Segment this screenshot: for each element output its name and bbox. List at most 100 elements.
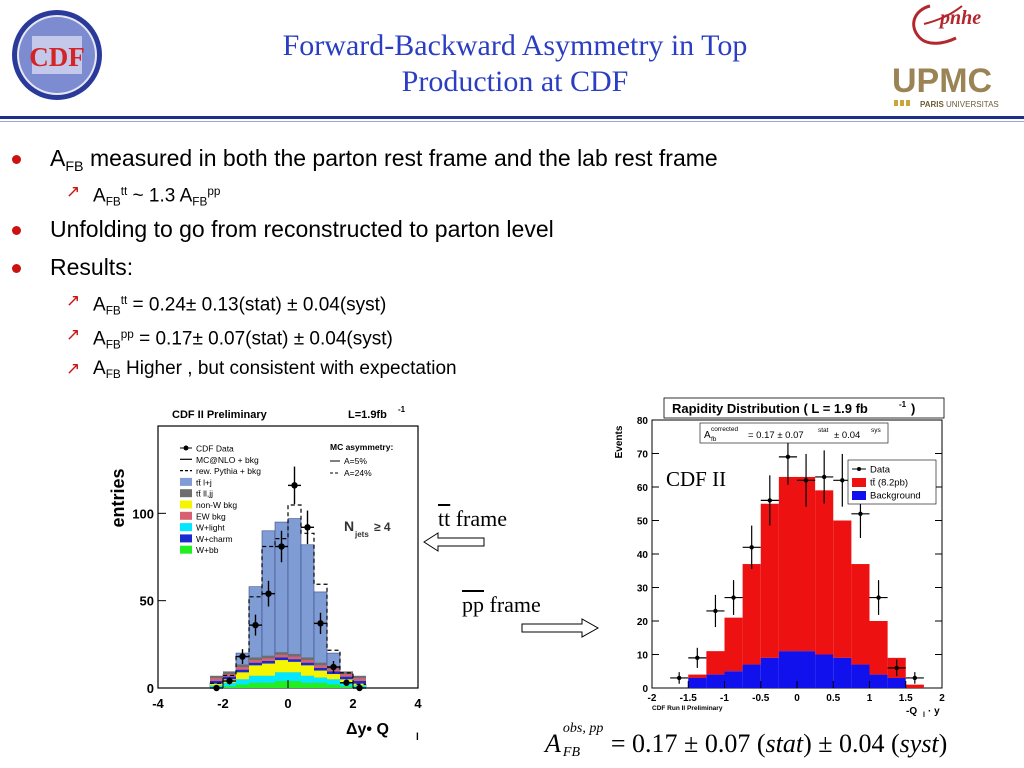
corrected-sup: corrected bbox=[711, 426, 738, 433]
background-stack-bar bbox=[223, 686, 236, 688]
wcharm-bar bbox=[353, 681, 366, 684]
tt-lljj-bar bbox=[236, 664, 249, 668]
chart-title-sup: -1 bbox=[899, 400, 907, 409]
y-tick-label: 40 bbox=[637, 550, 649, 561]
run-ii-preliminary-label: CDF Run II Preliminary bbox=[652, 705, 723, 712]
background-stack-bar bbox=[275, 681, 288, 688]
background-stack-bar bbox=[314, 682, 327, 688]
mc-asymmetry-entry: A=5% bbox=[344, 456, 367, 466]
upmc-universitas-text: UNIVERSITAS bbox=[946, 100, 999, 109]
pnhe-logo-text: pnhe bbox=[938, 7, 981, 29]
wcharm-bar bbox=[249, 662, 262, 666]
background-bar bbox=[833, 657, 852, 688]
legend-swatch bbox=[180, 545, 192, 554]
legend-label: Background bbox=[870, 491, 921, 502]
data-point bbox=[317, 620, 324, 627]
background-stack-bar bbox=[236, 684, 249, 688]
x-tick-label: 4 bbox=[414, 696, 422, 711]
background-stack-bar bbox=[275, 672, 288, 682]
background-stack-bar bbox=[327, 684, 340, 688]
y-tick-label: 70 bbox=[637, 450, 649, 461]
legend-label: tt̄ ll,jj bbox=[196, 489, 213, 499]
data-point bbox=[213, 684, 220, 692]
corrected-sub: fb bbox=[711, 436, 717, 443]
bullet-dot bbox=[12, 155, 21, 164]
bullet-text: AFBtt ~ 1.3 AFBpp bbox=[93, 185, 221, 209]
data-point bbox=[343, 679, 350, 686]
data-point bbox=[876, 595, 881, 600]
ttbar-bar bbox=[742, 564, 761, 665]
tt-lljj-bar bbox=[210, 675, 223, 679]
legend-label: Data bbox=[870, 465, 891, 476]
x-axis-label-end: · y bbox=[928, 706, 940, 717]
title-box bbox=[663, 397, 945, 419]
tt-lljj-bar bbox=[249, 657, 262, 661]
ttbar-bar bbox=[869, 621, 888, 675]
background-bar bbox=[815, 654, 834, 688]
wcharm-bar bbox=[262, 660, 275, 664]
tt-frame-label: tt frame bbox=[438, 506, 508, 531]
legend-swatch bbox=[852, 491, 866, 500]
pnhe-logo: pnhe bbox=[912, 4, 981, 45]
legend-marker bbox=[183, 445, 189, 451]
legend-label: W+light bbox=[196, 523, 225, 533]
tt-lljj-bar bbox=[288, 653, 301, 657]
left-arrow-icon bbox=[423, 532, 485, 552]
y-tick-label: 100 bbox=[132, 506, 154, 521]
x-tick-label: 1 bbox=[867, 693, 873, 704]
x-tick-label: -2 bbox=[217, 696, 229, 711]
bullet-text: AFB Higher , but consistent with expecta… bbox=[93, 358, 457, 382]
arrow-icon: ↗ bbox=[66, 325, 81, 344]
bullet-text: Results: bbox=[50, 254, 134, 280]
background-bar bbox=[724, 671, 743, 688]
bullet-text: AFB measured in both the parton rest fra… bbox=[50, 145, 718, 175]
ew-bkg-bar bbox=[288, 656, 301, 660]
ew-bkg-bar bbox=[275, 654, 288, 658]
x-tick-label: 0.5 bbox=[826, 693, 840, 704]
background-stack-bar bbox=[249, 665, 262, 676]
wcharm-bar bbox=[301, 662, 314, 666]
cdf-ii-label: CDF II bbox=[666, 467, 726, 491]
wcharm-bar bbox=[236, 669, 249, 673]
data-point bbox=[713, 608, 718, 614]
njets-label: N bbox=[344, 518, 354, 534]
bullet-text: AFBtt = 0.24± 0.13(stat) ± 0.04(syst) bbox=[93, 294, 387, 318]
data-point bbox=[749, 545, 754, 550]
x-tick-label: 1.5 bbox=[899, 693, 913, 704]
ttbar-bar bbox=[760, 503, 779, 658]
legend-label: rew. Pythia + bkg bbox=[196, 466, 261, 476]
background-bar bbox=[851, 664, 870, 688]
background-bar bbox=[869, 674, 888, 688]
background-stack-bar bbox=[249, 682, 262, 688]
ew-bkg-bar bbox=[314, 665, 327, 668]
ew-bkg-bar bbox=[340, 674, 353, 677]
ew-bkg-bar bbox=[210, 678, 223, 682]
legend-marker bbox=[857, 467, 861, 471]
arrow-icon: ↗ bbox=[66, 182, 81, 201]
data-point bbox=[278, 543, 285, 550]
ew-bkg-bar bbox=[301, 660, 314, 663]
x-axis-label: -Q bbox=[906, 706, 917, 717]
x-tick-label: -1 bbox=[720, 693, 729, 704]
corrected-syst: sys bbox=[871, 427, 882, 434]
ttbar-bar bbox=[706, 651, 725, 675]
slide-header: CDF Forward-Backward Asymmetry in Top Pr… bbox=[0, 0, 1024, 122]
background-stack-bar bbox=[249, 675, 262, 683]
legend-swatch bbox=[852, 478, 866, 487]
x-axis-label-sub: l bbox=[416, 732, 419, 743]
data-point bbox=[785, 454, 791, 460]
background-stack-bar bbox=[288, 672, 301, 682]
corrected-A: A bbox=[704, 430, 711, 441]
wcharm-bar bbox=[288, 659, 301, 662]
data-point bbox=[731, 595, 736, 600]
arrow-icon: ↗ bbox=[66, 359, 81, 378]
x-tick-label: -1.5 bbox=[680, 693, 698, 704]
x-tick-label: -0.5 bbox=[752, 693, 770, 704]
legend-label: tt̄ l+j bbox=[196, 477, 212, 487]
legend-label: W+charm bbox=[196, 534, 233, 544]
ttbar-bar bbox=[851, 564, 870, 665]
background-stack-bar bbox=[314, 677, 327, 683]
data-point bbox=[252, 621, 259, 629]
tt-lljj-bar bbox=[301, 657, 314, 661]
